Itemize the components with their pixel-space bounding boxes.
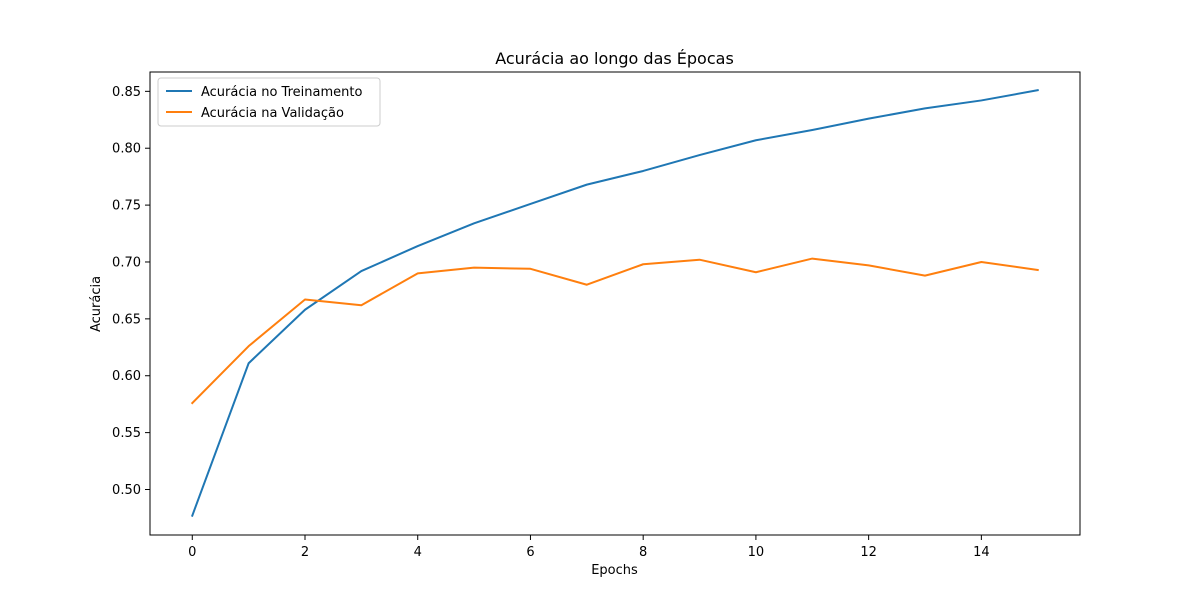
- legend-box: [157, 77, 381, 127]
- y-tick-label: 0.55: [112, 426, 141, 441]
- x-tick-label: 2: [301, 545, 309, 560]
- x-tick-label: 14: [973, 545, 990, 560]
- plot-area: [149, 71, 1081, 536]
- chart-title: Acurácia ao longo das Épocas: [495, 49, 734, 68]
- legend-label-training: Acurácia no Treinamento: [201, 85, 362, 100]
- y-tick-label: 0.60: [112, 369, 141, 384]
- x-tick-label: 6: [526, 545, 534, 560]
- plot-frame: [149, 71, 1081, 536]
- y-tick-label: 0.50: [112, 483, 141, 498]
- legend-label-validation: Acurácia na Validação: [201, 106, 344, 121]
- y-axis: 0.50 0.55 0.60 0.65 0.70 0.75 0.80 0.85: [112, 85, 150, 498]
- y-axis-label: Acurácia: [89, 276, 104, 332]
- y-tick-label: 0.85: [112, 85, 141, 100]
- x-axis-label: Epochs: [591, 563, 638, 578]
- series-line-training: [190, 89, 1039, 517]
- legend: Acurácia no Treinamento Acurácia na Vali…: [157, 77, 381, 127]
- y-tick-label: 0.80: [112, 142, 141, 157]
- y-tick-label: 0.65: [112, 312, 141, 327]
- x-tick-label: 0: [188, 545, 196, 560]
- y-tick-label: 0.70: [112, 255, 141, 270]
- series-layer: [190, 89, 1039, 517]
- x-axis: 0 2 4 6 8 10 12 14: [188, 535, 990, 560]
- x-tick-label: 12: [860, 545, 877, 560]
- x-tick-label: 10: [748, 545, 765, 560]
- series-line-validation: [190, 257, 1039, 405]
- x-tick-label: 8: [639, 545, 647, 560]
- y-tick-label: 0.75: [112, 199, 141, 214]
- x-tick-label: 4: [414, 545, 422, 560]
